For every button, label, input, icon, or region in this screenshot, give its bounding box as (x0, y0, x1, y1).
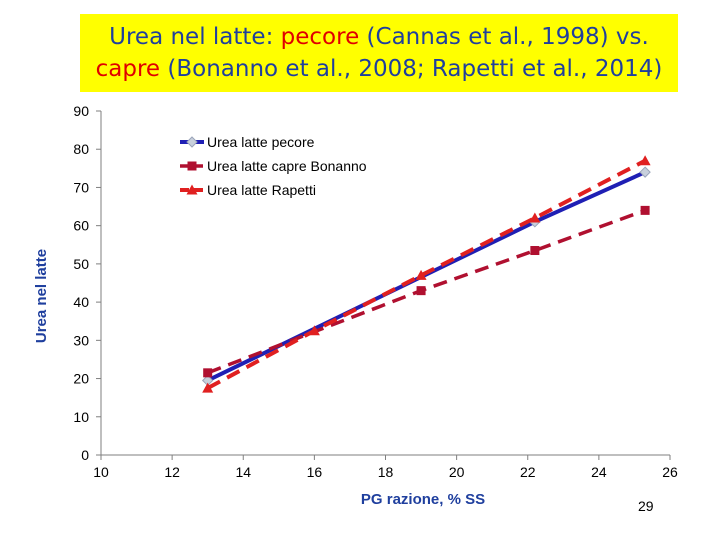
x-tick-label: 18 (378, 464, 394, 480)
y-tick-label: 80 (73, 141, 89, 157)
y-tick-label: 20 (73, 371, 89, 387)
x-tick-label: 24 (591, 464, 607, 480)
data-point-square (203, 368, 213, 378)
legend: Urea latte pecore Urea latte capre Bonann… (180, 134, 367, 198)
data-point-triangle (202, 382, 214, 393)
title-text: (Bonanno et al., 2008; Rapetti et al., 2… (160, 56, 663, 82)
x-tick-label: 10 (93, 464, 109, 480)
y-tick-label: 90 (73, 103, 89, 119)
y-tick-label: 60 (73, 218, 89, 234)
x-axis-label: PG razione, % SS (361, 491, 485, 508)
y-tick-label: 30 (73, 332, 89, 348)
legend-label: Urea latte capre Bonanno (207, 158, 367, 174)
data-point-square (640, 205, 650, 215)
x-tick-label: 16 (307, 464, 323, 480)
y-tick-label: 10 (73, 409, 89, 425)
data-point-square (416, 286, 426, 296)
y-tick-label: 0 (81, 447, 89, 463)
x-tick-label: 20 (449, 464, 465, 480)
data-point-triangle (186, 184, 198, 195)
x-tick-label: 14 (235, 464, 251, 480)
data-point-triangle (639, 155, 651, 166)
legend-label: Urea latte Rapetti (207, 182, 316, 198)
data-point-triangle (308, 325, 320, 336)
series-line (207, 208, 646, 375)
title-text: (Cannas et al., 1998) vs. (359, 24, 649, 50)
title-line-2: capre (Bonanno et al., 2008; Rapetti et … (96, 53, 663, 85)
data-point-triangle (529, 212, 541, 223)
title-text: Urea nel latte: (109, 24, 281, 50)
title-line-1: Urea nel latte: pecore (Cannas et al., 1… (109, 21, 649, 53)
y-tick-label: 70 (73, 179, 89, 195)
x-tick-label: 12 (164, 464, 180, 480)
data-point-square (187, 161, 197, 171)
data-point-triangle (415, 269, 427, 280)
data-point-square (530, 246, 540, 256)
x-tick-label: 22 (520, 464, 536, 480)
y-tick-label: 50 (73, 256, 89, 272)
y-axis-label: Urea nel latte (33, 249, 50, 343)
x-tick-label: 26 (662, 464, 678, 480)
slide-title: Urea nel latte: pecore (Cannas et al., 1… (80, 14, 678, 92)
data-point-diamond (186, 136, 198, 148)
title-highlight: pecore (280, 24, 360, 50)
legend-label: Urea latte pecore (207, 134, 315, 150)
title-highlight: capre (95, 56, 161, 82)
y-tick-label: 40 (73, 294, 89, 310)
series-3 (202, 155, 651, 393)
data-point-diamond (639, 166, 651, 178)
page-number: 29 (638, 498, 654, 514)
